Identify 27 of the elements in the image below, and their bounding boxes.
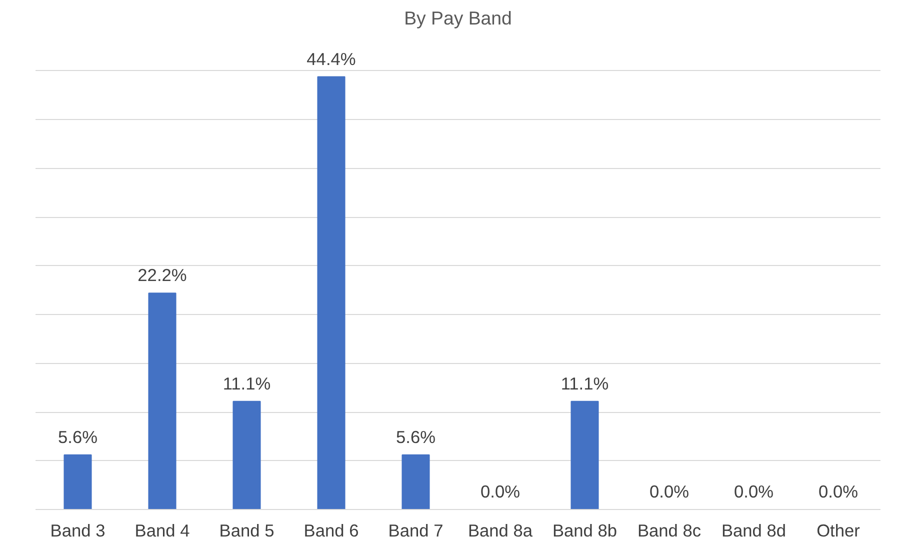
bar: [232, 400, 261, 510]
x-tick-label: Other: [816, 520, 860, 540]
data-label: 0.0%: [650, 482, 689, 502]
x-tick-label: Band 3: [50, 520, 106, 540]
x-tick-label: Band 6: [304, 520, 359, 540]
bar: [402, 454, 430, 510]
data-label: 0.0%: [480, 482, 520, 502]
chart-title: By Pay Band: [404, 8, 512, 28]
data-label: 5.6%: [58, 426, 98, 447]
x-tick-label: Band 8d: [721, 520, 786, 540]
x-tick-label: Band 5: [219, 520, 274, 540]
data-label: 5.6%: [396, 426, 436, 447]
data-label: 44.4%: [306, 48, 356, 69]
data-label: 11.1%: [560, 373, 609, 394]
bar: [148, 292, 176, 510]
bar: [317, 76, 346, 510]
x-tick-label: Band 8a: [468, 520, 533, 540]
x-tick-label: Band 8c: [637, 520, 702, 540]
data-label: 0.0%: [818, 482, 858, 502]
data-label: 0.0%: [734, 482, 774, 502]
data-label: 11.1%: [222, 373, 271, 394]
x-tick-label: Band 8b: [552, 520, 618, 540]
bar: [570, 400, 599, 510]
x-tick-label: Band 7: [388, 520, 444, 540]
bar: [64, 454, 92, 510]
x-tick-label: Band 4: [134, 520, 190, 540]
data-label: 22.2%: [138, 265, 187, 286]
